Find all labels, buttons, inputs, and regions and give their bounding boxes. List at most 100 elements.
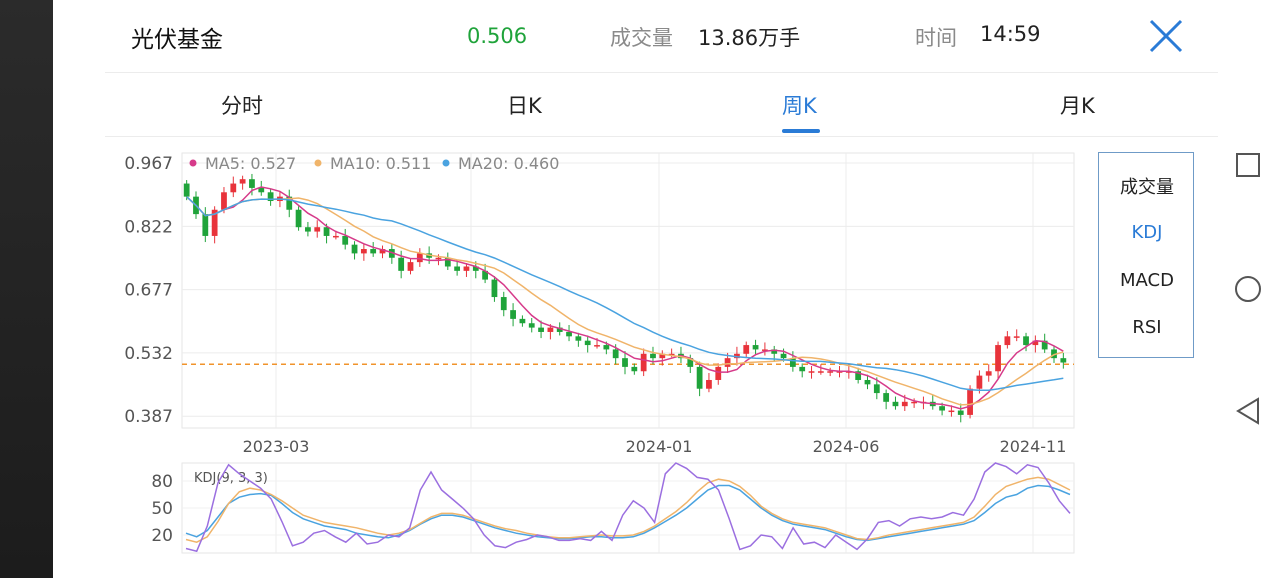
legend-dot <box>189 159 197 167</box>
candle-body <box>500 297 507 311</box>
close-icon <box>1149 19 1183 53</box>
candle-body <box>920 401 927 404</box>
candle-body <box>706 379 712 389</box>
candle-body <box>845 371 852 373</box>
y-tick-label: 0.677 <box>124 281 173 301</box>
fund-title: 光伏基金 <box>131 27 223 53</box>
recent-apps-button[interactable] <box>1233 150 1263 180</box>
indicator-volume[interactable]: 成交量 <box>1120 177 1174 198</box>
time-value: 14:59 <box>980 22 1041 46</box>
kdj-y-tick-label: 80 <box>151 472 173 492</box>
indicator-macd[interactable]: MACD <box>1120 270 1174 291</box>
candle-body <box>584 340 591 346</box>
candle-body <box>202 214 209 236</box>
candle-body <box>230 183 237 193</box>
candle-body <box>687 358 694 367</box>
candle-body <box>193 196 199 215</box>
candle-body <box>724 358 731 367</box>
home-button[interactable] <box>1233 274 1263 304</box>
candle-body <box>855 371 862 380</box>
current-price: 0.506 <box>467 24 528 48</box>
period-tabs: 分时 日K 周K 月K <box>105 72 1218 137</box>
tab-weekly-k[interactable]: 周K <box>782 94 817 118</box>
tab-intraday[interactable]: 分时 <box>221 94 263 118</box>
header: 光伏基金 0.506 成交量 13.86万手 时间 14:59 <box>105 0 1218 73</box>
x-tick-label: 2024-11 <box>1000 437 1067 456</box>
candle-body <box>762 349 768 351</box>
kdj-k-line <box>185 484 1071 542</box>
candle-body <box>286 196 293 210</box>
y-tick-label: 0.967 <box>124 154 173 174</box>
candle-body <box>827 371 834 373</box>
candle-body <box>631 366 638 372</box>
candle-body <box>622 358 628 367</box>
candle-body <box>995 345 1001 372</box>
candle-body <box>836 371 843 373</box>
candle-body <box>482 270 488 280</box>
candle-body <box>538 327 544 332</box>
candle-body <box>277 196 283 202</box>
candle-body <box>249 179 255 188</box>
candle-body <box>696 366 703 389</box>
candle-body <box>435 257 442 260</box>
volume-label: 成交量 <box>610 26 673 50</box>
candle-body <box>659 353 666 359</box>
ma10-line <box>186 196 1064 406</box>
candle-body <box>1060 358 1067 363</box>
candle-body <box>948 410 955 413</box>
candle-body <box>817 371 824 373</box>
candle-body <box>472 266 479 271</box>
candle-body <box>556 327 563 332</box>
candle-body <box>901 401 908 407</box>
candle-body <box>1032 340 1039 346</box>
candle-body <box>594 345 600 347</box>
candle-body <box>957 410 964 415</box>
candle-body <box>221 192 227 210</box>
candle-body <box>183 183 190 197</box>
legend-dot <box>442 159 450 167</box>
kdj-d-line <box>185 476 1071 543</box>
candle-body <box>1023 336 1029 346</box>
tab-monthly-k[interactable]: 月K <box>1060 94 1095 118</box>
candle-body <box>426 253 433 258</box>
candle-body <box>780 353 787 359</box>
candle-body <box>976 375 983 389</box>
back-button[interactable] <box>1233 396 1263 426</box>
tab-daily-k[interactable]: 日K <box>507 94 542 118</box>
x-tick-label: 2023-03 <box>243 437 310 456</box>
back-triangle-icon <box>1236 397 1259 425</box>
candle-body <box>892 401 899 407</box>
legend-dot <box>314 159 322 167</box>
y-tick-label: 0.822 <box>124 217 173 237</box>
candle-body <box>752 345 759 350</box>
legend-ma10: MA10: 0.511 <box>330 154 431 173</box>
candle-body <box>734 353 740 359</box>
candle-body <box>398 257 405 271</box>
candle-body <box>715 366 722 380</box>
candle-body <box>939 406 945 411</box>
candle-body <box>528 323 535 328</box>
candle-body <box>491 279 498 298</box>
square-icon <box>1236 153 1260 177</box>
indicator-kdj[interactable]: KDJ <box>1131 222 1163 243</box>
close-button[interactable] <box>1143 15 1187 59</box>
candle-body <box>743 345 750 354</box>
y-tick-label: 0.532 <box>124 344 173 364</box>
x-tick-label: 2024-06 <box>813 437 880 456</box>
candle-body <box>640 353 647 372</box>
candle-body <box>678 353 684 359</box>
ma5-line <box>186 186 1064 410</box>
candle-body <box>929 401 936 407</box>
candle-body <box>808 371 815 373</box>
candle-body <box>463 266 470 271</box>
main-plot-frame <box>181 152 1075 429</box>
candle-body <box>612 349 619 359</box>
candle-body <box>985 371 992 376</box>
candle-body <box>799 366 806 372</box>
candle-body <box>370 249 377 254</box>
circle-icon <box>1235 276 1261 302</box>
indicator-rsi[interactable]: RSI <box>1132 317 1162 338</box>
legend-ma5: MA5: 0.527 <box>205 154 296 173</box>
ma20-line <box>186 196 1064 391</box>
candle-body <box>510 310 516 319</box>
